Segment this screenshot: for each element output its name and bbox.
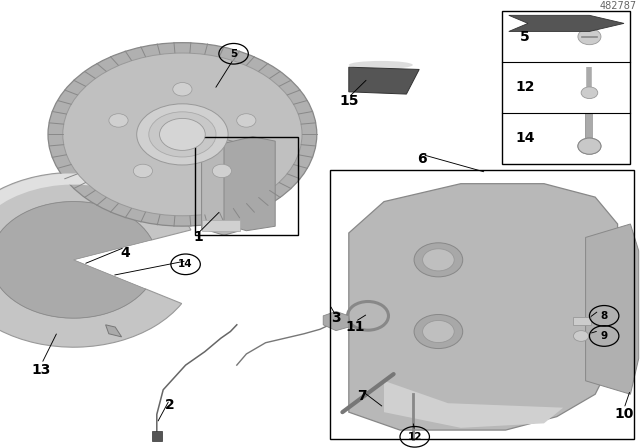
Circle shape: [573, 331, 589, 341]
Wedge shape: [0, 202, 152, 318]
Polygon shape: [586, 224, 639, 394]
Ellipse shape: [148, 112, 216, 157]
Circle shape: [237, 114, 256, 127]
Text: 12: 12: [515, 80, 534, 95]
Bar: [152, 431, 162, 441]
Text: 8: 8: [600, 311, 608, 321]
Polygon shape: [509, 15, 624, 31]
Bar: [195, 137, 298, 235]
Wedge shape: [0, 173, 116, 260]
Polygon shape: [202, 139, 240, 235]
Text: 1: 1: [193, 230, 204, 245]
Bar: [330, 170, 634, 439]
Circle shape: [578, 138, 601, 154]
Circle shape: [422, 249, 454, 271]
Text: 14: 14: [515, 131, 534, 145]
Polygon shape: [202, 220, 240, 231]
Text: 7: 7: [356, 389, 367, 404]
Text: 5: 5: [230, 49, 237, 59]
Text: 13: 13: [32, 362, 51, 377]
Wedge shape: [0, 172, 191, 347]
Bar: [573, 317, 591, 325]
Circle shape: [159, 118, 205, 151]
Text: 482787: 482787: [600, 1, 637, 11]
Circle shape: [109, 114, 128, 127]
Polygon shape: [349, 67, 419, 94]
Text: 11: 11: [346, 320, 365, 334]
Text: 2: 2: [164, 398, 175, 413]
Polygon shape: [384, 381, 563, 428]
Text: 15: 15: [339, 94, 358, 108]
Text: 14: 14: [179, 259, 193, 269]
Circle shape: [581, 87, 598, 99]
Text: 12: 12: [408, 432, 422, 442]
Circle shape: [578, 138, 601, 154]
Circle shape: [212, 164, 232, 178]
Polygon shape: [323, 311, 349, 331]
Polygon shape: [106, 325, 122, 337]
Circle shape: [414, 314, 463, 349]
Bar: [502, 11, 630, 164]
Text: 4: 4: [120, 246, 130, 260]
Text: 3: 3: [331, 311, 341, 325]
Circle shape: [578, 29, 601, 45]
Ellipse shape: [137, 104, 228, 165]
Circle shape: [422, 320, 454, 343]
Polygon shape: [349, 184, 618, 430]
Text: 6: 6: [417, 152, 428, 166]
Ellipse shape: [63, 53, 302, 216]
Circle shape: [133, 164, 152, 178]
Polygon shape: [224, 137, 275, 231]
Text: 10: 10: [614, 407, 634, 422]
Text: 9: 9: [600, 331, 608, 341]
Circle shape: [173, 82, 192, 96]
Circle shape: [414, 243, 463, 277]
Ellipse shape: [349, 61, 413, 69]
Ellipse shape: [48, 43, 317, 226]
Text: 5: 5: [520, 30, 530, 43]
